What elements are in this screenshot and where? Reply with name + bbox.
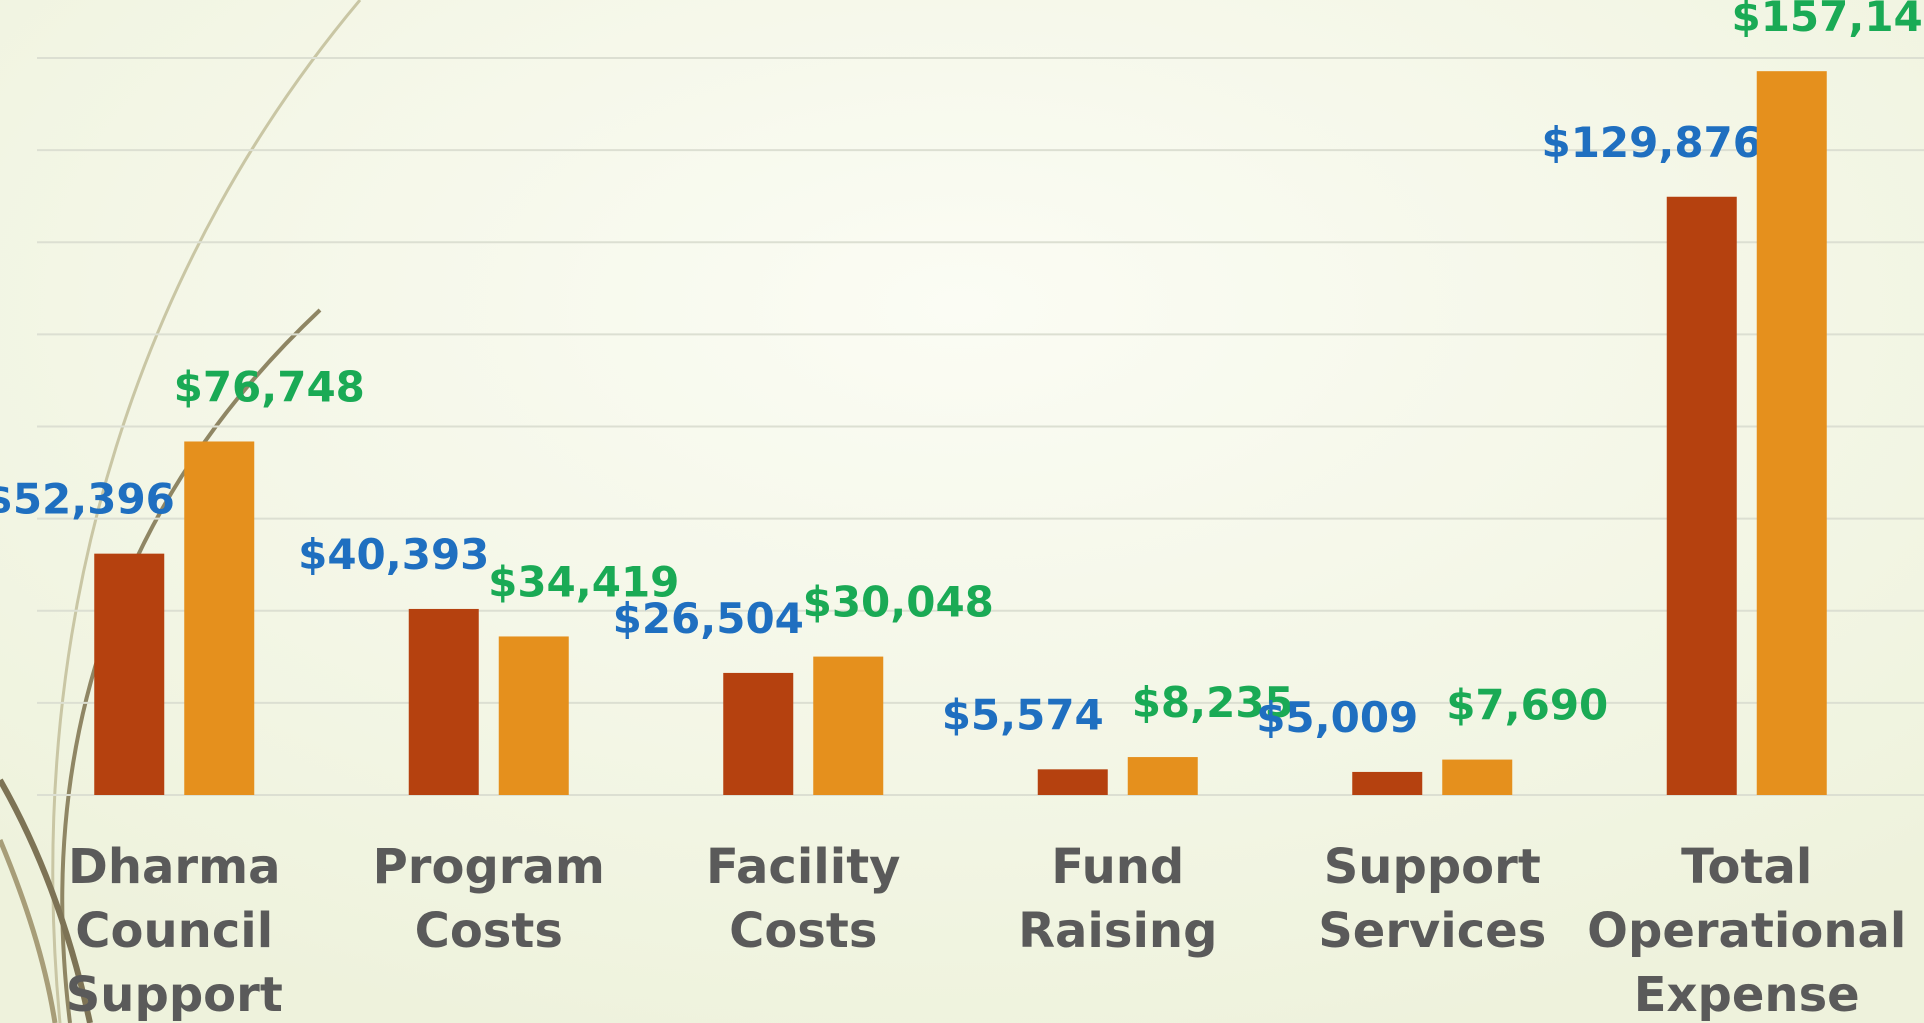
bar <box>1128 757 1198 795</box>
bar <box>184 441 254 795</box>
bar <box>499 636 569 795</box>
value-label: $129,876 <box>1541 118 1762 167</box>
value-label: $26,504 <box>613 594 804 643</box>
chart: $52,396 $76,748 DharmaCouncilSupport $40,39… <box>0 0 1924 1023</box>
bar <box>1667 197 1737 795</box>
page: $52,396 $76,748 DharmaCouncilSupport $40,39… <box>0 0 1924 1023</box>
bar <box>1352 772 1422 795</box>
bar <box>813 657 883 795</box>
value-label: $5,574 <box>942 690 1104 739</box>
bar <box>94 554 164 795</box>
value-label: $40,393 <box>298 530 489 579</box>
bar <box>723 673 793 795</box>
value-label: $157,140 <box>1731 0 1924 41</box>
value-label: $7,690 <box>1446 681 1608 730</box>
bar <box>1038 769 1108 795</box>
value-label: $5,009 <box>1256 693 1418 742</box>
value-label: $52,396 <box>0 475 175 524</box>
bar <box>409 609 479 795</box>
value-label: $76,748 <box>174 362 365 411</box>
value-label: $30,048 <box>803 578 994 627</box>
bar <box>1442 760 1512 795</box>
bar <box>1757 71 1827 795</box>
